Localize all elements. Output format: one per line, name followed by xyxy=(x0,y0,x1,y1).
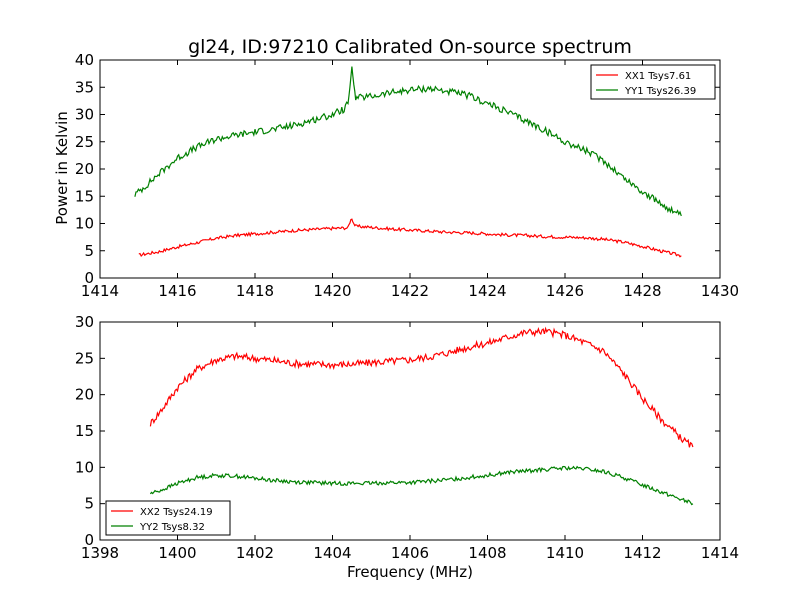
x-tick-label: 1414 xyxy=(81,282,119,300)
x-tick-label: 1418 xyxy=(236,282,274,300)
x-tick-label: 1426 xyxy=(546,282,584,300)
x-tick-label: 1400 xyxy=(158,544,196,562)
y-tick-label: 30 xyxy=(75,313,94,331)
legend-label: YY1 Tsys26.39 xyxy=(624,86,696,97)
x-axis-label: Frequency (MHz) xyxy=(347,563,473,581)
x-tick-label: 1430 xyxy=(701,282,739,300)
legend xyxy=(105,500,231,536)
y-axis-label: Power in Kelvin xyxy=(53,111,71,225)
x-tick-label: 1410 xyxy=(546,544,584,562)
legend-label: XX1 Tsys7.61 xyxy=(625,71,691,82)
x-tick-label: 1406 xyxy=(391,544,429,562)
x-tick-label: 1404 xyxy=(313,544,351,562)
x-tick-label: 1412 xyxy=(623,544,661,562)
x-tick-label: 1428 xyxy=(623,282,661,300)
y-tick-label: 35 xyxy=(75,78,94,96)
bottom-panel: 1398 1400 1402 1404 1406 1408 1410 1412 1414 0 5 10… xyxy=(75,313,739,562)
y-tick-label: 0 xyxy=(84,269,94,287)
legend-label: YY2 Tsys8.32 xyxy=(139,522,205,533)
x-tick-label: 1420 xyxy=(313,282,351,300)
legend xyxy=(590,64,716,100)
y-tick-label: 5 xyxy=(84,495,94,513)
series-line-yy1 xyxy=(134,66,682,217)
y-tick-label: 0 xyxy=(84,531,94,549)
x-tick-label: 1414 xyxy=(701,544,739,562)
x-tick-label: 1402 xyxy=(236,544,274,562)
x-tick-label: 1422 xyxy=(391,282,429,300)
x-tick-label: 1416 xyxy=(158,282,196,300)
figure-title: gl24, ID:97210 Calibrated On-source spec… xyxy=(188,36,632,58)
y-tick-label: 10 xyxy=(75,458,94,476)
y-tick-label: 20 xyxy=(75,386,94,404)
y-tick-label: 25 xyxy=(75,133,94,151)
y-tick-label: 25 xyxy=(75,349,94,367)
legend-label: XX2 Tsys24.19 xyxy=(140,507,213,518)
series-line-xx1 xyxy=(138,218,682,258)
y-tick-label: 5 xyxy=(84,242,94,260)
y-tick-label: 15 xyxy=(75,187,94,205)
y-tick-label: 30 xyxy=(75,106,94,124)
series-line-xx2 xyxy=(149,326,694,448)
x-tick-label: 1408 xyxy=(468,544,506,562)
y-tick-label: 10 xyxy=(75,215,94,233)
x-tick-label: 1424 xyxy=(468,282,506,300)
top-panel: 1414 1416 1418 1420 1422 1424 1426 1428 1430 0 5 10… xyxy=(75,51,739,300)
y-tick-label: 40 xyxy=(75,51,94,69)
series-line-yy2 xyxy=(149,465,694,506)
x-tick-label: 1398 xyxy=(81,544,119,562)
y-tick-label: 20 xyxy=(75,160,94,178)
y-tick-label: 15 xyxy=(75,422,94,440)
